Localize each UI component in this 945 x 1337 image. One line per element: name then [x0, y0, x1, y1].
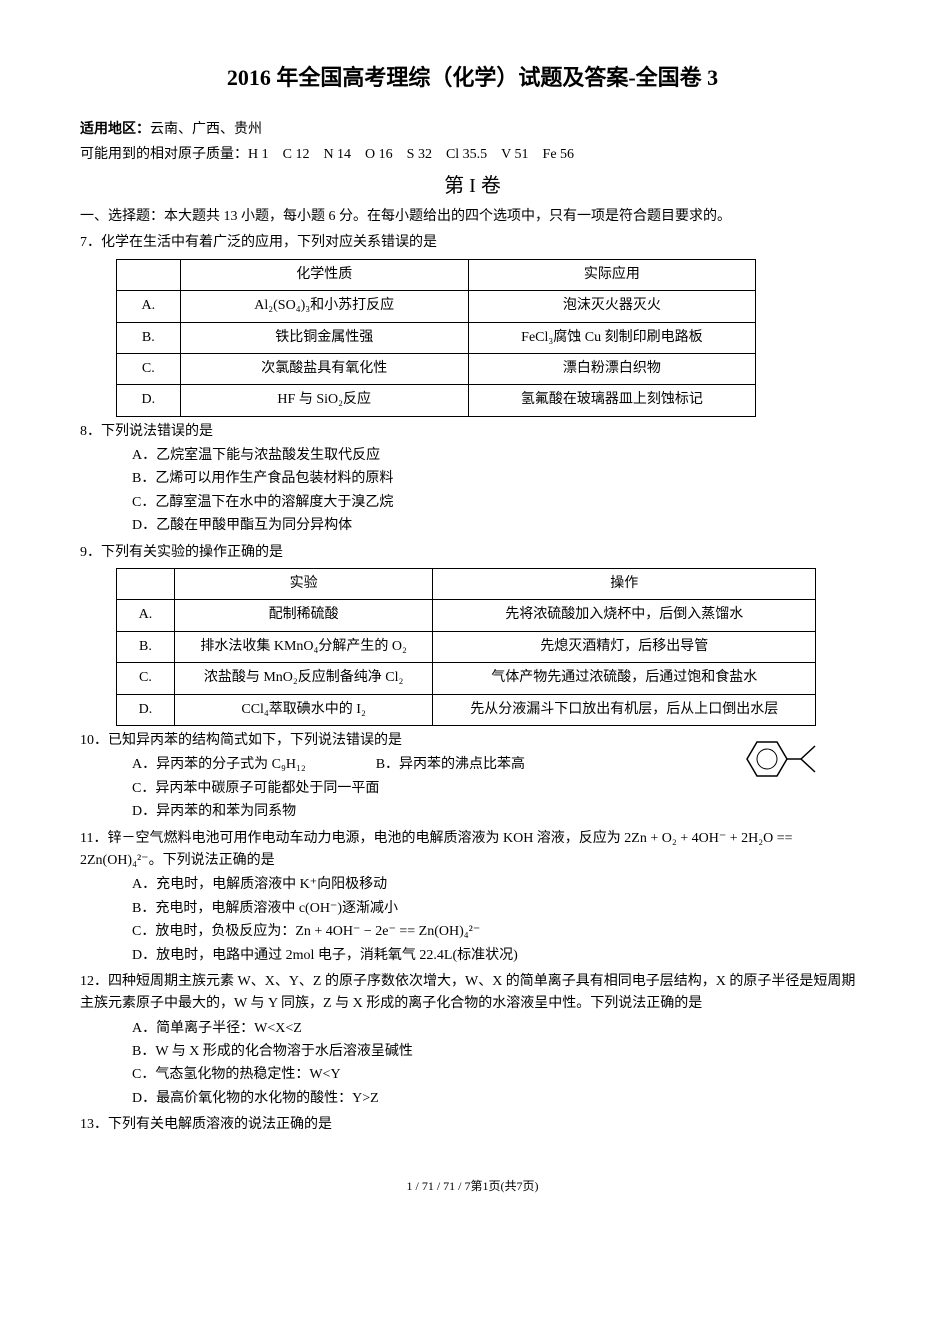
table-cell: 配制稀硫酸 — [174, 600, 433, 631]
table-header: 实际应用 — [468, 259, 755, 290]
volume-heading: 第 I 卷 — [80, 170, 865, 202]
table-cell: 先从分液漏斗下口放出有机层，后从上口倒出水层 — [433, 694, 816, 725]
table-cell: 气体产物先通过浓硫酸，后通过饱和食盐水 — [433, 663, 816, 694]
section-heading: 一、选择题：本大题共 13 小题，每小题 6 分。在每小题给出的四个选项中，只有… — [80, 206, 865, 228]
table-cell: A. — [117, 600, 175, 631]
q13-stem: 13．下列有关电解质溶液的说法正确的是 — [80, 1114, 865, 1136]
q12-option: A．简单离子半径：W<X<Z — [80, 1018, 865, 1040]
table-cell: 浓盐酸与 MnO₂反应制备纯净 Cl₂ — [174, 663, 433, 694]
table-header: 实验 — [174, 569, 433, 600]
table-cell: B. — [117, 322, 181, 353]
q7-table: 化学性质 实际应用 A. Al₂(SO₄)₃和小苏打反应 泡沫灭火器灭火 B. … — [116, 259, 756, 417]
table-cell: HF 与 SiO₂反应 — [180, 385, 468, 416]
table-header: 操作 — [433, 569, 816, 600]
q11-option: A．充电时，电解质溶液中 K⁺向阳极移动 — [80, 874, 865, 896]
q8-stem: 8．下列说法错误的是 — [80, 421, 865, 443]
region-line: 适用地区：云南、广西、贵州 — [80, 119, 865, 141]
q11-option: B．充电时，电解质溶液中 c(OH⁻)逐渐减小 — [80, 898, 865, 920]
q9-stem: 9．下列有关实验的操作正确的是 — [80, 542, 865, 564]
q8-option: A．乙烷室温下能与浓盐酸发生取代反应 — [80, 445, 865, 467]
table-cell: CCl₄萃取碘水中的 I₂ — [174, 694, 433, 725]
page-title: 2016 年全国高考理综（化学）试题及答案-全国卷 3 — [80, 60, 865, 95]
table-cell: 先将浓硫酸加入烧杯中，后倒入蒸馏水 — [433, 600, 816, 631]
q8-option: D．乙酸在甲酸甲酯互为同分异构体 — [80, 515, 865, 537]
table-cell: 先熄灭酒精灯，后移出导管 — [433, 631, 816, 662]
region-label: 适用地区： — [80, 122, 150, 137]
table-header: 化学性质 — [180, 259, 468, 290]
table-cell: Al₂(SO₄)₃和小苏打反应 — [180, 291, 468, 322]
region-text: 云南、广西、贵州 — [150, 122, 262, 137]
atomic-masses: 可能用到的相对原子质量：H 1 C 12 N 14 O 16 S 32 Cl 3… — [80, 144, 865, 166]
table-cell: C. — [117, 663, 175, 694]
table-cell: A. — [117, 291, 181, 322]
q12-option: B．W 与 X 形成的化合物溶于水后溶液呈碱性 — [80, 1041, 865, 1063]
table-cell: 次氯酸盐具有氧化性 — [180, 353, 468, 384]
table-header — [117, 569, 175, 600]
table-cell: FeCl₃腐蚀 Cu 刻制印刷电路板 — [468, 322, 755, 353]
table-cell: 泡沫灭火器灭火 — [468, 291, 755, 322]
q12-stem: 12．四种短周期主族元素 W、X、Y、Z 的原子序数依次增大，W、X 的简单离子… — [80, 971, 865, 1016]
q10-block: 10．已知异丙苯的结构简式如下，下列说法错误的是 A．异丙苯的分子式为 C₉H₁… — [80, 730, 865, 824]
table-cell: 铁比铜金属性强 — [180, 322, 468, 353]
q11-stem: 11．锌－空气燃料电池可用作电动车动力电源，电池的电解质溶液为 KOH 溶液，反… — [80, 828, 865, 873]
q11-option: D．放电时，电路中通过 2mol 电子，消耗氧气 22.4L(标准状况) — [80, 945, 865, 967]
q8-option: B．乙烯可以用作生产食品包装材料的原料 — [80, 468, 865, 490]
q11-option: C．放电时，负极反应为：Zn + 4OH⁻ − 2e⁻ == Zn(OH)₄²⁻ — [80, 921, 865, 943]
table-cell: D. — [117, 385, 181, 416]
q7-stem: 7．化学在生活中有着广泛的应用，下列对应关系错误的是 — [80, 232, 865, 254]
table-cell: D. — [117, 694, 175, 725]
table-cell: B. — [117, 631, 175, 662]
q12-option: C．气态氢化物的热稳定性：W<Y — [80, 1064, 865, 1086]
isopropylbenzene-structure-icon — [735, 734, 825, 784]
q12-option: D．最高价氧化物的水化物的酸性：Y>Z — [80, 1088, 865, 1110]
table-cell: 排水法收集 KMnO₄分解产生的 O₂ — [174, 631, 433, 662]
table-cell: 氢氟酸在玻璃器皿上刻蚀标记 — [468, 385, 755, 416]
page-footer: 1 / 71 / 71 / 7第1页(共7页) — [80, 1177, 865, 1196]
q9-table: 实验 操作 A. 配制稀硫酸 先将浓硫酸加入烧杯中，后倒入蒸馏水 B. 排水法收… — [116, 568, 816, 726]
table-cell: C. — [117, 353, 181, 384]
q10-option: D．异丙苯的和苯为同系物 — [80, 801, 865, 823]
q8-option: C．乙醇室温下在水中的溶解度大于溴乙烷 — [80, 492, 865, 514]
table-cell: 漂白粉漂白织物 — [468, 353, 755, 384]
table-header — [117, 259, 181, 290]
